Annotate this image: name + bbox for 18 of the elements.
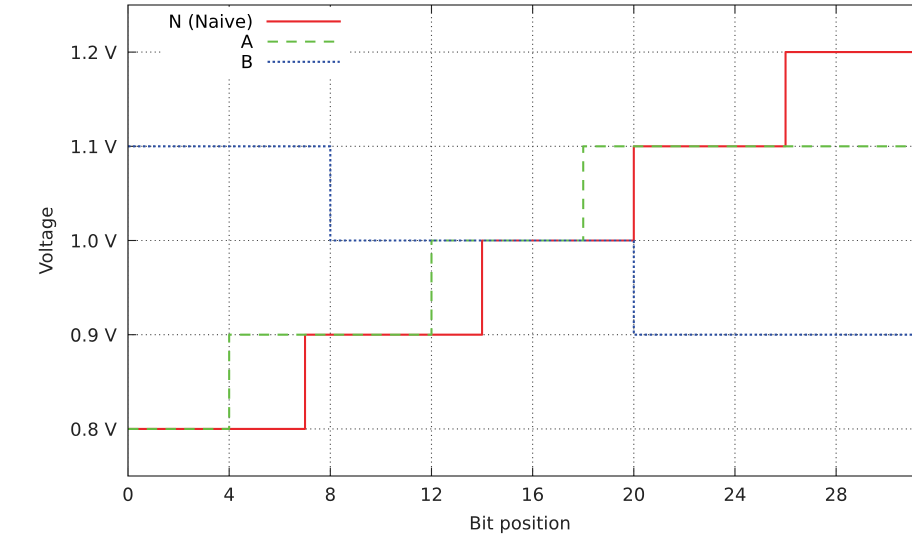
- x-tick-label: 0: [123, 487, 133, 502]
- legend-label: A: [240, 34, 253, 48]
- legend-label: N (Naive): [170, 14, 252, 30]
- x-tick-label: 16: [523, 487, 543, 502]
- x-tick-label: 12: [422, 487, 442, 501]
- legend-label: B: [242, 54, 252, 68]
- y-axis-title: Voltage: [38, 208, 56, 274]
- x-tick-label: 28: [826, 487, 846, 502]
- x-tick-label: 20: [624, 487, 644, 502]
- y-tick-label: 1.0 V: [72, 234, 117, 248]
- y-tick-label: 0.9 V: [71, 328, 117, 342]
- y-tick-label: 0.8 V: [71, 422, 117, 436]
- y-tick-label: 1.1 V: [72, 140, 117, 154]
- x-tick-label: 4: [224, 488, 234, 501]
- y-tick-label: 1.2 V: [72, 46, 117, 59]
- x-axis-title: Bit position: [470, 516, 570, 534]
- x-tick-label: 8: [326, 487, 335, 502]
- x-tick-label: 24: [724, 487, 746, 501]
